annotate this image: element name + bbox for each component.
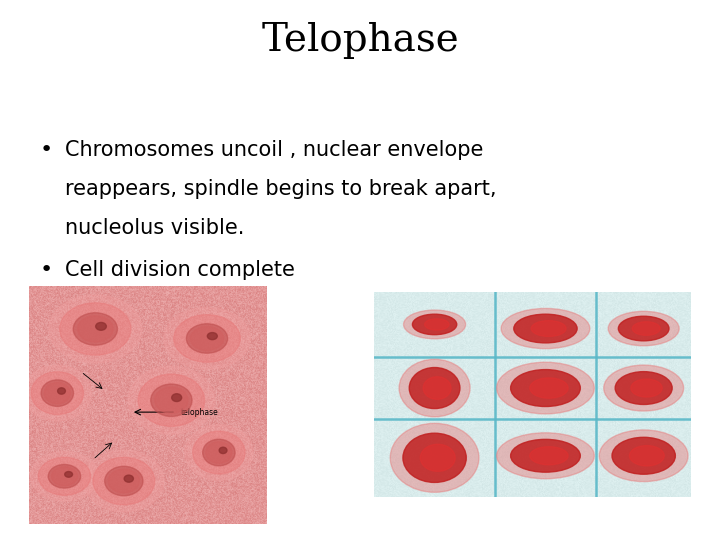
Ellipse shape xyxy=(49,295,142,363)
Text: nucleolus visible.: nucleolus visible. xyxy=(65,218,244,238)
Ellipse shape xyxy=(109,469,139,493)
Ellipse shape xyxy=(618,316,669,341)
Ellipse shape xyxy=(510,440,580,472)
Ellipse shape xyxy=(207,333,217,340)
Ellipse shape xyxy=(163,308,251,369)
Text: telophase: telophase xyxy=(181,408,219,417)
Ellipse shape xyxy=(65,471,73,477)
Ellipse shape xyxy=(219,447,227,454)
Ellipse shape xyxy=(171,394,181,402)
Ellipse shape xyxy=(514,314,577,343)
Ellipse shape xyxy=(615,372,672,404)
Ellipse shape xyxy=(73,313,117,345)
Ellipse shape xyxy=(60,303,131,355)
Ellipse shape xyxy=(38,457,91,495)
Ellipse shape xyxy=(124,475,133,482)
Ellipse shape xyxy=(155,387,188,413)
Ellipse shape xyxy=(104,467,143,496)
Ellipse shape xyxy=(185,425,253,480)
Ellipse shape xyxy=(530,378,568,398)
Ellipse shape xyxy=(403,433,467,482)
Ellipse shape xyxy=(497,433,594,479)
Ellipse shape xyxy=(530,447,568,465)
Ellipse shape xyxy=(202,439,235,466)
Ellipse shape xyxy=(174,315,240,362)
Ellipse shape xyxy=(629,446,665,466)
Ellipse shape xyxy=(531,321,566,336)
Ellipse shape xyxy=(612,437,675,474)
Ellipse shape xyxy=(58,388,66,394)
Ellipse shape xyxy=(44,382,71,404)
Text: Telophase: Telophase xyxy=(261,22,459,59)
Ellipse shape xyxy=(206,442,232,463)
Ellipse shape xyxy=(403,310,466,339)
Ellipse shape xyxy=(608,311,679,346)
Ellipse shape xyxy=(48,464,81,488)
Text: •: • xyxy=(40,140,53,160)
Ellipse shape xyxy=(30,451,99,501)
Ellipse shape xyxy=(150,384,192,416)
Ellipse shape xyxy=(23,366,91,421)
Ellipse shape xyxy=(190,327,224,350)
Ellipse shape xyxy=(631,379,662,397)
Ellipse shape xyxy=(78,316,113,342)
Ellipse shape xyxy=(599,430,688,482)
Text: Chromosomes uncoil , nuclear envelope: Chromosomes uncoil , nuclear envelope xyxy=(65,140,483,160)
Ellipse shape xyxy=(128,366,215,434)
Ellipse shape xyxy=(138,374,204,427)
Ellipse shape xyxy=(51,467,78,486)
Ellipse shape xyxy=(423,377,451,399)
Ellipse shape xyxy=(96,322,107,330)
Ellipse shape xyxy=(93,457,155,505)
Text: Cell division complete: Cell division complete xyxy=(65,260,294,280)
Ellipse shape xyxy=(420,444,455,471)
Ellipse shape xyxy=(409,368,460,409)
Ellipse shape xyxy=(501,308,590,349)
Ellipse shape xyxy=(193,431,245,474)
Ellipse shape xyxy=(497,362,594,414)
Text: reappears, spindle begins to break apart,: reappears, spindle begins to break apart… xyxy=(65,179,496,199)
Ellipse shape xyxy=(425,319,449,330)
Ellipse shape xyxy=(399,359,470,417)
Ellipse shape xyxy=(510,369,580,407)
Ellipse shape xyxy=(604,365,683,411)
Ellipse shape xyxy=(390,423,479,492)
Ellipse shape xyxy=(413,314,456,335)
Ellipse shape xyxy=(84,450,164,512)
Text: •: • xyxy=(40,260,53,280)
Ellipse shape xyxy=(31,372,84,415)
Ellipse shape xyxy=(186,324,228,353)
Ellipse shape xyxy=(41,380,73,407)
Ellipse shape xyxy=(632,322,660,335)
